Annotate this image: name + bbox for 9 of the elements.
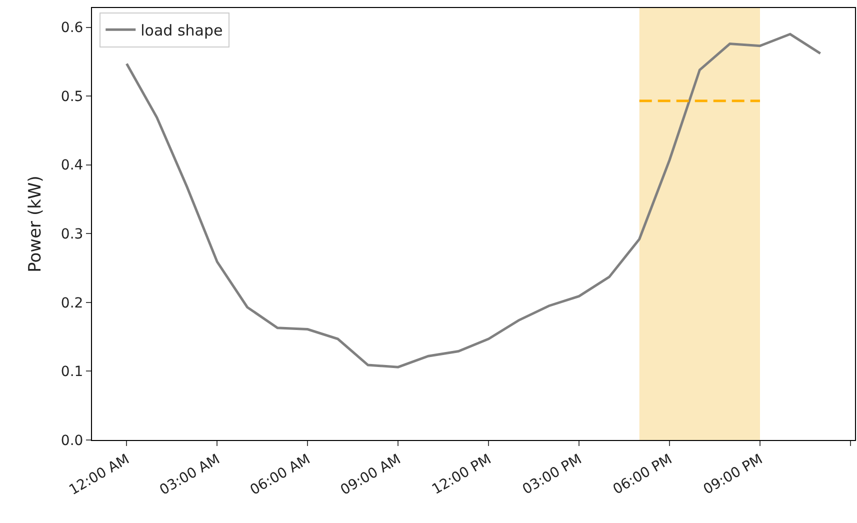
y-tick-label: 0.6 — [60, 20, 84, 36]
y-tick-label: 0.4 — [60, 158, 84, 174]
y-tick-label: 0.1 — [60, 364, 84, 380]
y-axis-title: Power (kW) — [25, 176, 46, 272]
legend-label: load shape — [140, 21, 223, 40]
y-tick-label: 0.0 — [60, 432, 84, 449]
y-tick-label: 0.3 — [60, 226, 84, 243]
y-tick-label: 0.2 — [60, 295, 84, 312]
y-tick-label: 0.5 — [60, 88, 84, 105]
